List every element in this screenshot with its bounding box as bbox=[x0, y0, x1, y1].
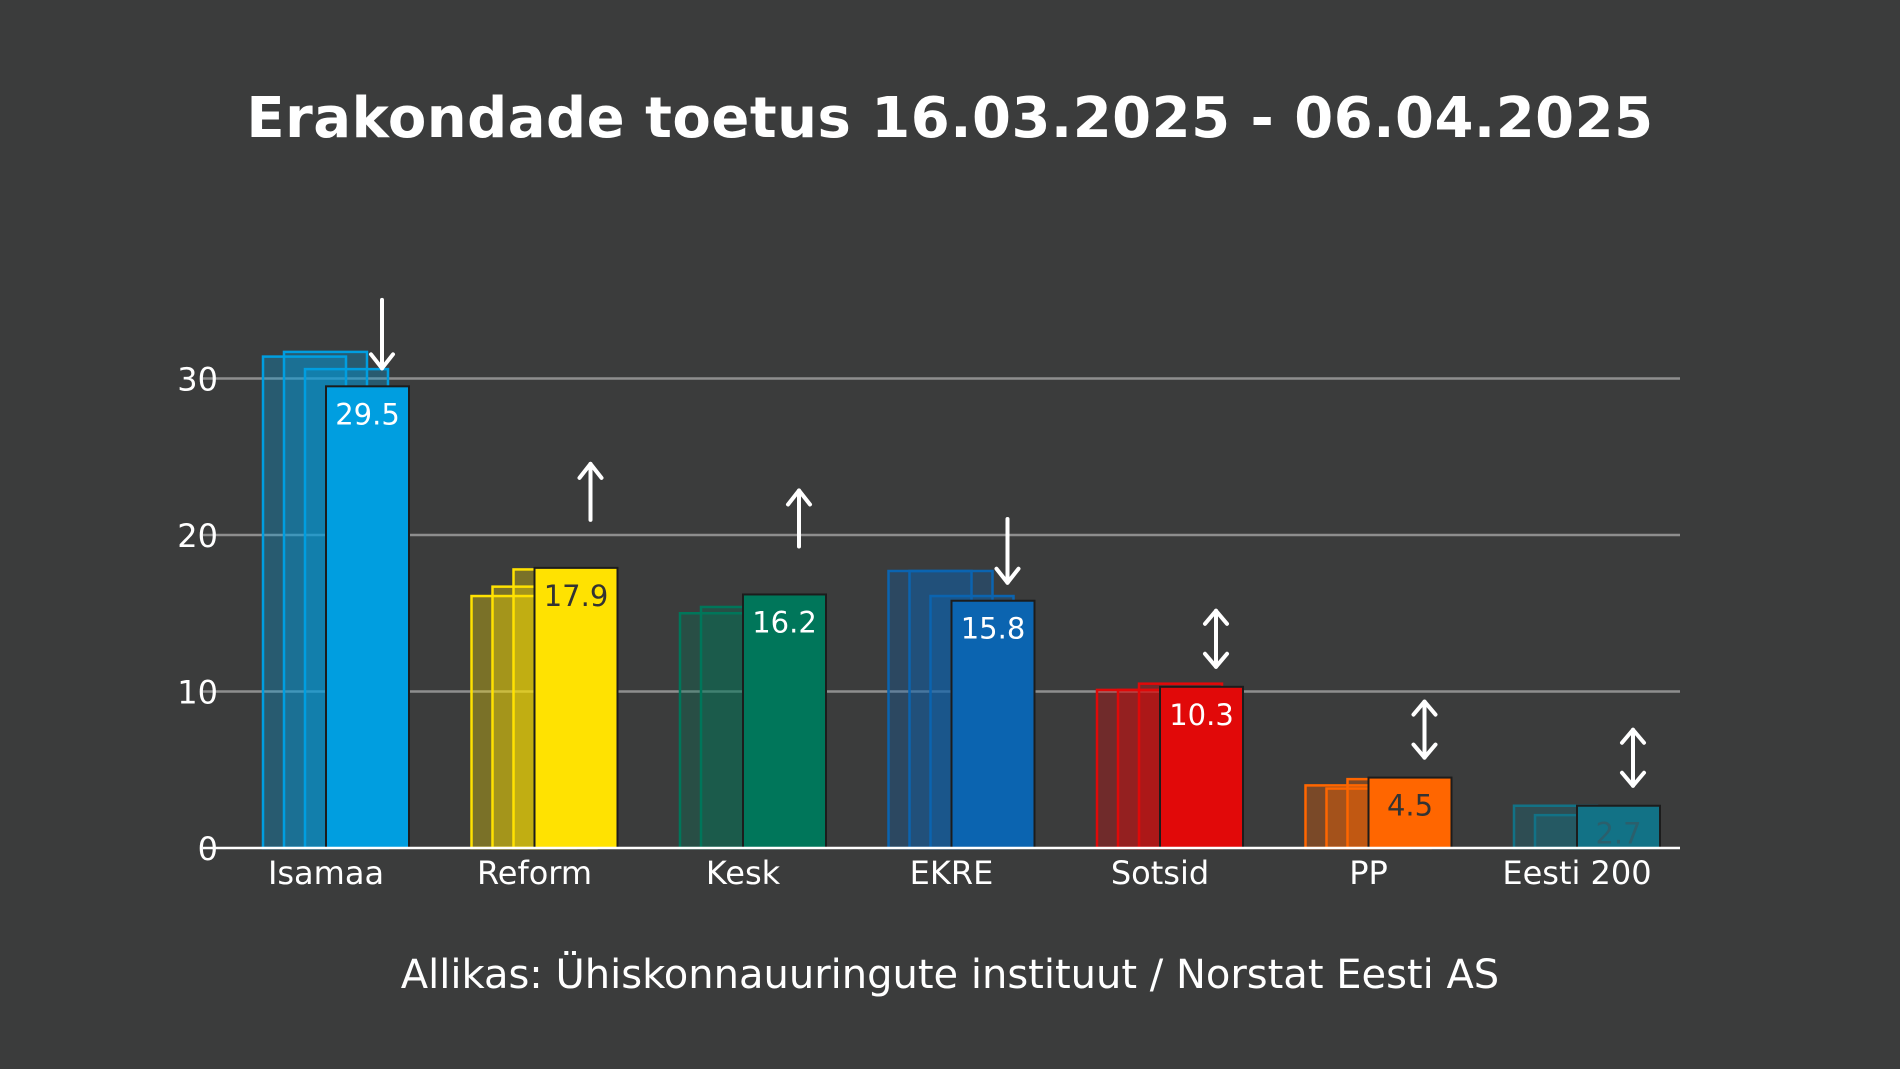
trend-arrow-both-icon bbox=[1620, 727, 1646, 788]
y-tick-label: 10 bbox=[177, 674, 218, 712]
x-tick-label: Eesti 200 bbox=[1502, 854, 1651, 892]
trend-arrow-both-icon bbox=[1411, 699, 1438, 760]
chart-title: Erakondade toetus 16.03.2025 - 06.04.202… bbox=[246, 86, 1654, 151]
trend-arrow-up-icon bbox=[577, 461, 604, 522]
trend-arrows-layer bbox=[369, 297, 1646, 788]
x-tick-label: Isamaa bbox=[268, 854, 384, 892]
trend-arrow-down-icon bbox=[369, 297, 395, 371]
trend-arrow-up-icon bbox=[786, 488, 812, 549]
current-bar-ekre bbox=[950, 599, 1036, 849]
value-label: 16.2 bbox=[752, 605, 817, 639]
x-tick-label: PP bbox=[1349, 854, 1388, 892]
previous-polls-layer bbox=[261, 350, 1620, 850]
x-tick-label: Sotsid bbox=[1111, 854, 1209, 892]
value-label: 2.7 bbox=[1595, 817, 1641, 851]
value-label: 4.5 bbox=[1387, 789, 1433, 823]
current-bar-reform bbox=[533, 566, 619, 849]
trend-arrow-down-icon bbox=[994, 516, 1021, 585]
source-note: Allikas: Ühiskonnauuringute instituut / … bbox=[400, 952, 1500, 998]
y-tick-label: 30 bbox=[177, 361, 218, 399]
value-label: 29.5 bbox=[335, 397, 400, 431]
current-bar-pp bbox=[1367, 776, 1453, 850]
value-labels-layer: 29.5 17.9 16.2 15.8 10.3 4.5 2.7 bbox=[335, 397, 1641, 850]
current-bars-layer bbox=[325, 385, 1661, 850]
current-bar-sotsid bbox=[1159, 685, 1244, 849]
value-label: 17.9 bbox=[544, 579, 609, 613]
grid-layer bbox=[203, 377, 1680, 693]
y-tick-label: 20 bbox=[177, 517, 218, 555]
current-bar-kesk bbox=[742, 593, 827, 849]
value-label: 15.8 bbox=[961, 612, 1026, 646]
value-label: 10.3 bbox=[1169, 698, 1234, 732]
x-tick-label: Reform bbox=[477, 854, 592, 892]
current-bar-isamaa bbox=[325, 385, 410, 849]
x-tick-label: Kesk bbox=[706, 854, 781, 892]
trend-arrow-both-icon bbox=[1203, 608, 1229, 669]
x-tick-label: EKRE bbox=[910, 854, 994, 892]
